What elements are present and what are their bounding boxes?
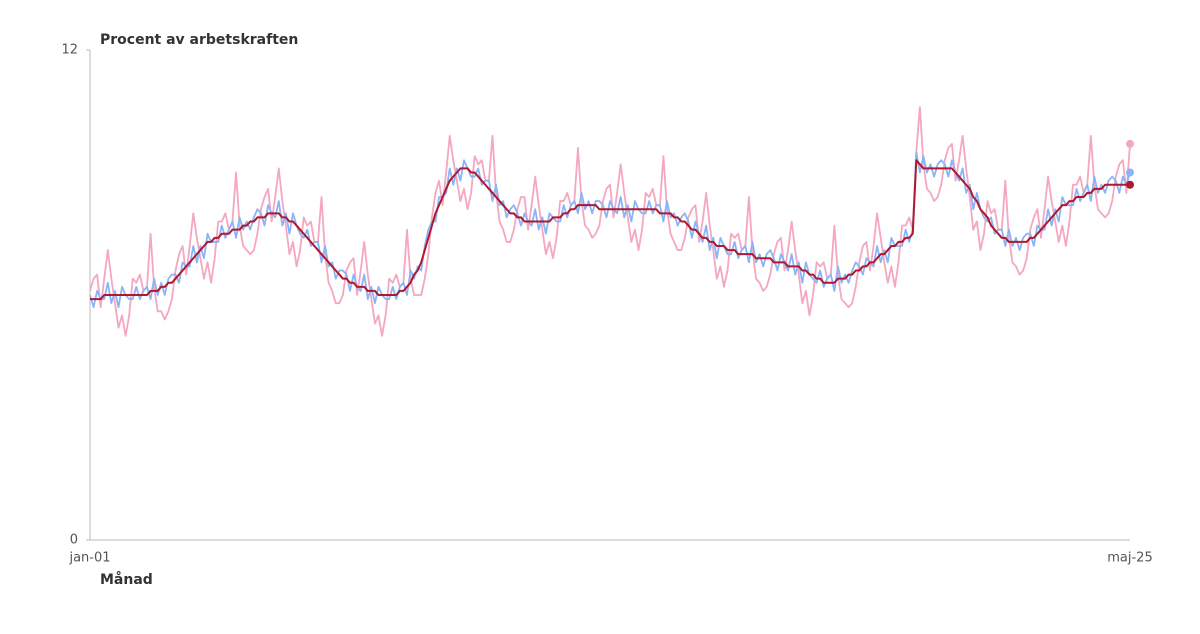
- series-line: [90, 159, 1130, 301]
- x-tick-label: jan-01: [68, 551, 110, 566]
- y-axis-title: Procent av arbetskraften: [100, 32, 298, 48]
- x-axis-title: Månad: [100, 571, 153, 588]
- end-marker: [1126, 139, 1134, 148]
- y-tick-label: 0: [70, 533, 78, 548]
- y-tick-label: 12: [61, 43, 78, 58]
- x-tick-label: maj-25: [1107, 551, 1152, 566]
- end-marker: [1126, 168, 1134, 177]
- end-marker: [1126, 180, 1134, 189]
